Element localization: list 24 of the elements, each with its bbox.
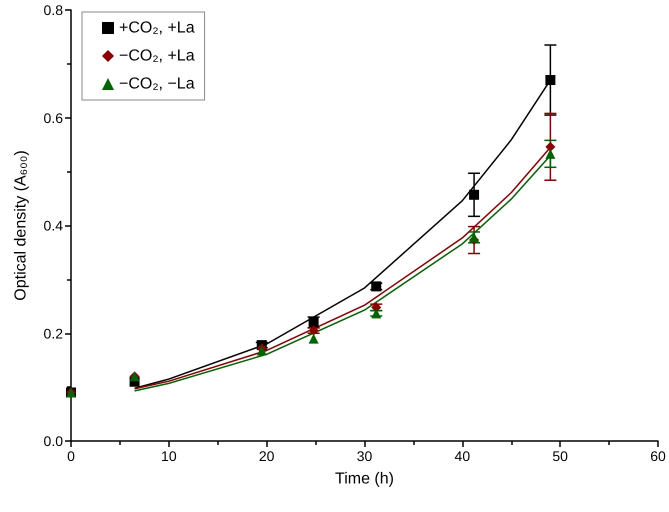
- y-tick-label: 0.4: [44, 218, 64, 234]
- legend-label: +CO₂, +La: [119, 20, 195, 36]
- y-tick-label: 0.2: [44, 325, 64, 342]
- x-tick-label: 20: [258, 448, 275, 464]
- legend-label: −CO₂, −La: [119, 76, 195, 92]
- point: [371, 281, 382, 292]
- point: [545, 148, 556, 159]
- point: [308, 334, 319, 344]
- x-tick-label: 0: [67, 448, 76, 464]
- point: [545, 142, 556, 152]
- point: [545, 75, 556, 86]
- x-tick-label: 10: [161, 448, 177, 464]
- point: [371, 308, 382, 318]
- x-axis-title: Time (h): [335, 470, 394, 488]
- x-tick-label: 60: [650, 448, 666, 464]
- x-tick-label: 40: [454, 448, 470, 464]
- point: [469, 190, 480, 200]
- x-tick-label: 30: [356, 448, 372, 464]
- y-tick-label: 0.8: [44, 2, 64, 18]
- x-tick-label: 50: [552, 448, 568, 464]
- y-tick-label: 0.6: [44, 110, 64, 126]
- y-tick-label: 0.0: [44, 433, 64, 449]
- legend-label: −CO₂, +La: [119, 48, 195, 64]
- y-axis-title: Optical density (A₆₀₀): [12, 150, 30, 301]
